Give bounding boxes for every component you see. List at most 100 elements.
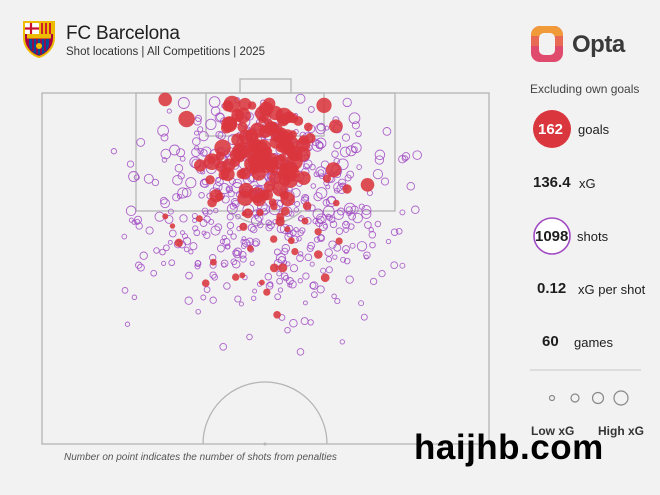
shot-point [378,269,386,278]
shot-point [317,169,325,177]
club-crest-icon [23,21,55,58]
shot-point [194,145,200,151]
shot-point [250,225,258,234]
goal-point [322,174,332,183]
shot-point [333,209,344,220]
shot-point [309,261,315,267]
goal-point [284,139,293,148]
shot-point [194,130,200,136]
shot-point [250,215,263,227]
goal-point [271,123,283,135]
goal-point [255,105,271,122]
shot-point [241,236,247,242]
shot-point [234,295,242,303]
shot-point [231,259,241,269]
shot-point [374,155,385,165]
goal-point [263,180,275,193]
shot-point [227,229,233,236]
goal-point [256,209,264,217]
shot-point [328,240,337,249]
goal-point [270,202,278,211]
goals-layer [158,92,375,319]
goal-point [269,170,283,184]
goal-point [194,159,207,172]
goal-point [335,237,343,245]
shot-point [346,170,355,179]
goal-point [221,116,238,133]
shot-point [267,281,274,288]
shot-point [214,223,223,232]
goal-point [269,263,279,273]
shot-point [216,244,225,253]
shot-point [289,264,299,273]
shot-point [297,229,304,237]
shot-point [229,202,237,210]
shot-point [219,238,226,245]
shot-point [291,188,301,198]
shot-point [315,137,327,149]
shot-point [342,220,350,229]
shot-point [374,149,386,161]
goal-point [278,263,288,273]
shot-point [300,317,309,326]
shot-point [125,205,137,217]
shot-point [159,248,166,256]
goal-point [196,215,203,223]
shot-point [181,187,192,198]
shot-point [303,163,310,170]
shot-point [351,121,360,130]
goal [239,78,292,94]
brand-name: Opta [572,31,625,58]
shot-point [131,294,138,301]
shot-point [203,231,211,239]
shot-point [160,133,169,142]
shot-point [185,177,197,189]
shot-point [398,155,407,164]
goal-point [314,228,322,236]
shot-point [153,247,160,254]
shot-point [251,238,261,247]
games-value: 60 [542,333,559,350]
shot-point [399,209,406,216]
shot-point [226,203,238,215]
shot-point [242,239,251,248]
shot-point [167,239,173,245]
goal-point [205,175,215,185]
goal-point [250,122,266,138]
shot-point [345,206,353,214]
goal-point [296,171,311,186]
shot-point [195,308,201,315]
shot-point [208,96,221,108]
shot-point [197,126,204,133]
shot-point [294,201,301,207]
shot-point [169,144,181,156]
shot-point [337,178,347,188]
shot-point [339,146,351,158]
footnote: Number on point indicates the number of … [64,452,337,463]
shot-point [230,233,237,240]
goal-point [273,311,281,319]
legend-dot-1 [548,394,556,402]
shot-point [385,238,392,245]
shot-point [281,244,291,253]
page-title: FC Barcelona [66,23,180,44]
shot-point [348,212,356,221]
shot-point [202,210,209,216]
shot-point [297,278,303,284]
shot-point [168,229,177,238]
shot-point [361,205,372,216]
shot-point [382,127,392,136]
shot-point [273,248,281,256]
shot-point [315,166,327,178]
shot-point [223,282,231,290]
shot-point [177,187,189,199]
goal-point [291,248,299,256]
shot-point [239,255,247,263]
center-spot [263,442,267,446]
goal-point [222,100,234,112]
shot-point [160,148,172,160]
goal-point [304,122,313,132]
shot-point [189,242,198,251]
shot-point [311,140,324,152]
